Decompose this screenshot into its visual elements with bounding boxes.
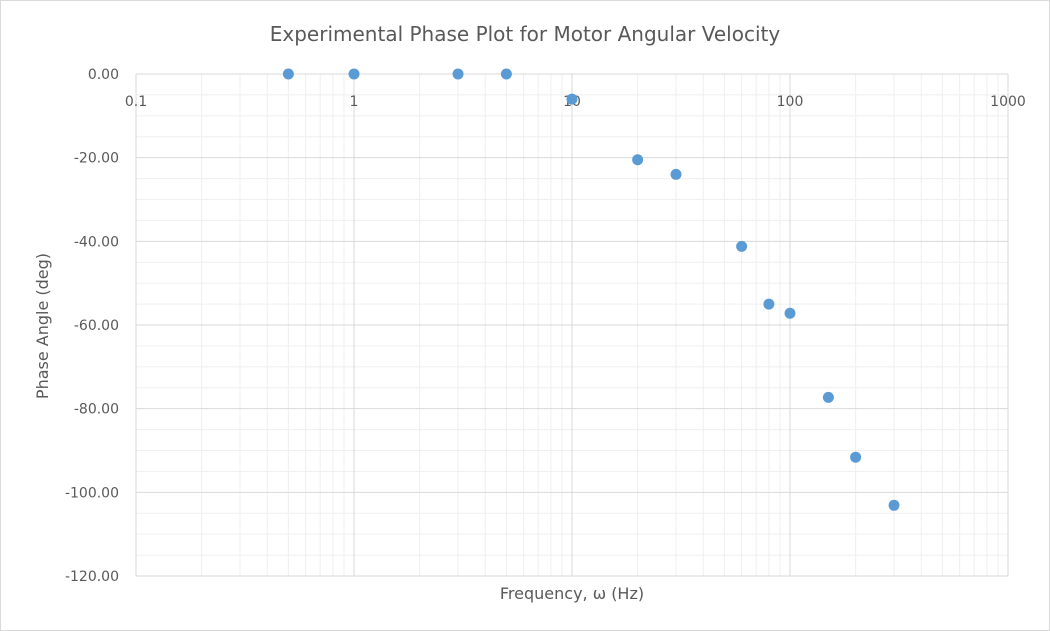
y-tick-label: -120.00 — [65, 569, 119, 585]
data-point — [566, 93, 578, 105]
x-tick-label: 100 — [777, 94, 804, 110]
y-axis-tick-labels: 0.00 -20.00 -40.00 -60.00 -80.00 -100.00 -120.… — [65, 67, 119, 585]
data-point — [670, 168, 682, 180]
data-point — [282, 68, 294, 80]
y-tick-label: 0.00 — [88, 67, 119, 83]
y-tick-label: -60.00 — [74, 318, 119, 334]
y-tick-label: -20.00 — [74, 151, 119, 167]
y-tick-label: -80.00 — [74, 402, 119, 418]
data-point — [888, 499, 900, 511]
y-axis-title: Phase Angle (deg) — [33, 253, 52, 399]
chart-title: Experimental Phase Plot for Motor Angula… — [270, 22, 781, 46]
data-point — [452, 68, 464, 80]
x-tick-label: 1 — [350, 94, 359, 110]
x-axis-title: Frequency, ω (Hz) — [500, 584, 644, 603]
y-tick-label: -100.00 — [65, 485, 119, 501]
data-point — [822, 391, 834, 403]
x-tick-label: 0.1 — [125, 94, 147, 110]
data-point — [850, 451, 862, 463]
data-point — [763, 298, 775, 310]
data-series — [282, 68, 900, 511]
major-gridlines — [135, 73, 1009, 577]
x-tick-label: 1000 — [990, 94, 1026, 110]
data-point — [500, 68, 512, 80]
data-point — [632, 154, 644, 166]
data-point — [784, 307, 796, 319]
data-point — [736, 240, 748, 252]
y-tick-label: -40.00 — [74, 234, 119, 250]
data-point — [348, 68, 360, 80]
